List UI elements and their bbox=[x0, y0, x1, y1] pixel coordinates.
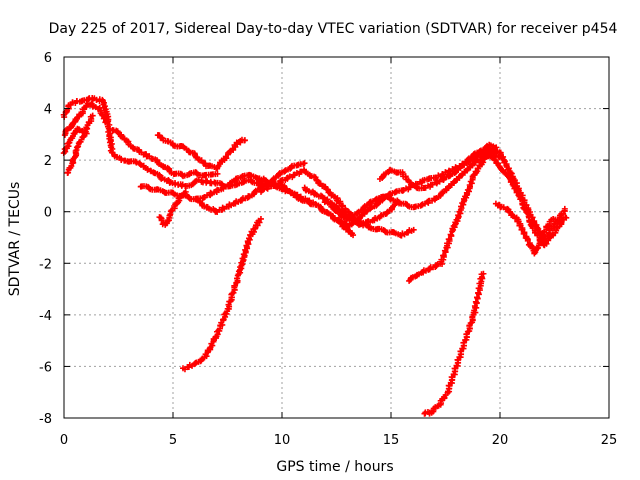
y-tick-label: -6 bbox=[39, 360, 52, 375]
data-point bbox=[350, 232, 357, 239]
data-point bbox=[326, 189, 333, 196]
data-point bbox=[89, 112, 96, 119]
series-track-2 bbox=[61, 100, 111, 139]
y-axis-title: SDTVAR / TECUs bbox=[7, 182, 23, 297]
axis-ticks bbox=[63, 56, 610, 419]
data-point bbox=[213, 207, 220, 214]
plot-frame bbox=[63, 56, 610, 419]
data-point bbox=[72, 148, 79, 155]
data-point bbox=[380, 195, 387, 202]
data-point bbox=[301, 160, 308, 167]
x-tick-label: 0 bbox=[60, 433, 68, 448]
data-point bbox=[96, 104, 103, 111]
data-point bbox=[318, 206, 325, 213]
x-tick-label: 5 bbox=[169, 433, 177, 448]
chart-title: Day 225 of 2017, Sidereal Day-to-day VTE… bbox=[49, 21, 618, 37]
x-tick-label: 20 bbox=[492, 433, 509, 448]
data-point bbox=[483, 144, 490, 151]
data-point bbox=[447, 231, 454, 238]
y-tick-label: 6 bbox=[44, 51, 52, 66]
data-point bbox=[248, 178, 255, 185]
data-point bbox=[214, 170, 221, 177]
x-tick-label: 25 bbox=[601, 433, 618, 448]
data-point bbox=[231, 282, 238, 289]
data-point bbox=[561, 205, 568, 212]
data-point bbox=[290, 172, 297, 179]
data-point bbox=[257, 215, 264, 222]
data-point bbox=[558, 219, 565, 226]
series-track-5 bbox=[109, 126, 221, 180]
data-points bbox=[60, 95, 570, 417]
y-tick-label: 4 bbox=[44, 103, 52, 118]
data-point bbox=[374, 200, 381, 207]
data-point bbox=[563, 214, 570, 221]
y-tick-labels: -8 -6 -4 -2 0 2 4 6 bbox=[39, 51, 52, 427]
data-point bbox=[241, 137, 248, 144]
data-point bbox=[269, 176, 276, 183]
data-point bbox=[245, 194, 252, 201]
series-track-16 bbox=[406, 144, 500, 284]
data-point bbox=[137, 160, 144, 167]
data-point bbox=[193, 170, 200, 177]
data-point bbox=[446, 236, 453, 243]
data-point bbox=[394, 197, 401, 204]
data-point bbox=[251, 188, 258, 195]
data-point bbox=[493, 144, 500, 151]
x-tick-label: 10 bbox=[274, 433, 291, 448]
data-point bbox=[450, 178, 457, 185]
data-point bbox=[104, 120, 111, 127]
y-tick-label: -4 bbox=[39, 309, 52, 324]
series-track-4 bbox=[64, 112, 96, 176]
data-point bbox=[172, 180, 179, 187]
x-tick-label: 15 bbox=[383, 433, 400, 448]
data-point bbox=[526, 211, 533, 218]
data-point bbox=[399, 187, 406, 194]
series-track-15 bbox=[180, 215, 264, 373]
y-tick-label: -2 bbox=[39, 257, 52, 272]
y-tick-label: 0 bbox=[44, 206, 52, 221]
data-point bbox=[480, 270, 487, 277]
data-point bbox=[472, 298, 479, 305]
data-point bbox=[410, 226, 417, 233]
data-point bbox=[532, 249, 539, 256]
series-track-8 bbox=[156, 188, 189, 228]
data-point bbox=[438, 190, 445, 197]
data-point bbox=[440, 252, 447, 259]
y-tick-label: -8 bbox=[39, 412, 52, 427]
data-point bbox=[182, 188, 189, 195]
x-tick-labels: 0 5 10 15 20 25 bbox=[60, 433, 617, 448]
x-axis-title: GPS time / hours bbox=[276, 459, 393, 475]
y-tick-label: 2 bbox=[44, 154, 52, 169]
data-point bbox=[66, 139, 73, 146]
series-track-18 bbox=[492, 200, 565, 257]
series-track-17 bbox=[421, 270, 487, 417]
series-track-7 bbox=[154, 132, 248, 172]
